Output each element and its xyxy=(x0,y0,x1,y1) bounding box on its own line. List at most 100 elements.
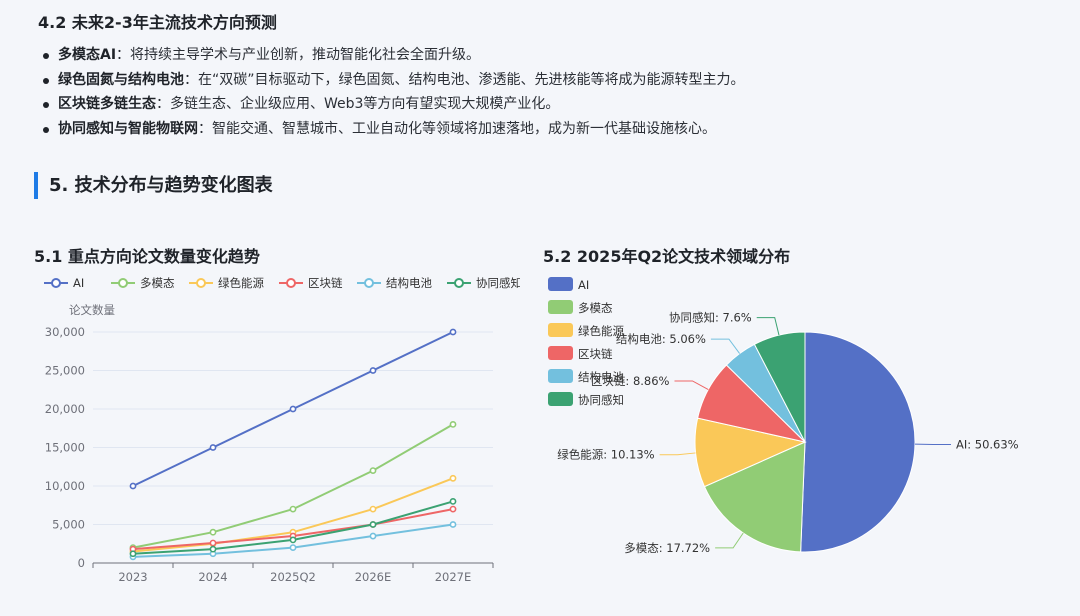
legend-marker xyxy=(51,278,61,288)
data-point xyxy=(209,444,217,451)
legend-label: 协同感知 xyxy=(578,393,624,407)
legend-item: AI xyxy=(44,276,84,290)
line-chart-title: 5.1 重点方向论文数量变化趋势 xyxy=(34,247,260,266)
legend-label: 区块链 xyxy=(308,276,343,290)
forecast-item: 多模态AI：将持续主导学术与产业创新，推动智能化社会全面升级。 xyxy=(40,43,745,68)
data-point xyxy=(449,497,457,505)
data-point xyxy=(209,528,217,536)
pie-chart: AI: 50.63% 多模态: 17.72% 绿色能源: 10.13% 区块链: 8.… xyxy=(548,277,1019,555)
x-tick-label: 2024 xyxy=(198,570,227,584)
pie-data-label: 绿色能源: 10.13% xyxy=(557,448,654,462)
data-point xyxy=(369,505,377,513)
pie-slice-多模态 xyxy=(703,441,806,553)
legend-marker xyxy=(286,278,296,288)
legend-item: 多模态 xyxy=(111,276,175,290)
legend-item: 协同感知 xyxy=(447,276,520,290)
y-tick-label: 20,000 xyxy=(45,402,85,416)
legend-label: 多模态 xyxy=(140,276,175,290)
legend-label: 结构电池 xyxy=(578,370,624,384)
pie-chart-title: 5.2 2025年Q2论文技术领域分布 xyxy=(543,247,791,266)
y-tick-label: 10,000 xyxy=(45,479,85,493)
x-tick-label: 2026E xyxy=(355,570,392,584)
data-point xyxy=(369,367,377,374)
x-tick-label: 2023 xyxy=(118,570,147,584)
y-tick-label: 30,000 xyxy=(45,325,85,339)
data-point xyxy=(449,505,457,513)
legend-label: AI xyxy=(73,276,84,290)
pie-slice-绿色能源 xyxy=(694,417,807,488)
legend-swatch xyxy=(548,346,573,360)
legend-item: 多模态 xyxy=(548,300,613,315)
data-point xyxy=(129,550,137,558)
legend-label: AI xyxy=(578,278,589,292)
forecast-item: 区块链多链生态：多链生态、企业级应用、Web3等方向有望实现大规模产业化。 xyxy=(40,92,745,117)
legend-marker xyxy=(454,278,464,288)
legend-label: 绿色能源 xyxy=(218,276,264,290)
forecast-item-text: ：智能交通、智慧城市、工业自动化等领域将加速落地，成为新一代基础设施核心。 xyxy=(198,120,716,137)
legend-swatch xyxy=(548,277,573,291)
section-5-title: 5. 技术分布与趋势变化图表 xyxy=(34,172,273,199)
forecast-item-title: 绿色固氮与结构电池 xyxy=(58,71,184,88)
data-point xyxy=(369,521,377,528)
y-tick-label: 15,000 xyxy=(45,441,85,455)
y-axis-label: 论文数量 xyxy=(69,303,115,317)
legend-item: 区块链 xyxy=(548,346,613,361)
legend-marker xyxy=(196,278,206,288)
legend-label: 多模态 xyxy=(578,301,613,315)
forecast-item: 协同感知与智能物联网：智能交通、智慧城市、工业自动化等领域将加速落地，成为新一代… xyxy=(40,117,745,142)
legend-item: 绿色能源 xyxy=(189,276,264,290)
pie-leader-line xyxy=(659,452,696,456)
pie-data-label: 结构电池: 5.06% xyxy=(616,332,706,346)
y-tick-label: 0 xyxy=(78,556,85,570)
legend-swatch xyxy=(548,392,573,406)
data-point xyxy=(369,467,377,474)
forecast-item: 绿色固氮与结构电池：在“双碳”目标驱动下，绿色固氮、结构电池、渗透能、先进核能等… xyxy=(40,68,745,93)
data-point xyxy=(209,545,217,553)
pie-slice-AI xyxy=(800,331,916,553)
pie-data-label: 区块链: 8.86% xyxy=(591,374,670,388)
pie-data-label: AI: 50.63% xyxy=(956,438,1019,452)
data-point xyxy=(289,536,297,544)
forecast-item-text: ：多链生态、企业级应用、Web3等方向有望实现大规模产业化。 xyxy=(156,96,560,112)
data-point xyxy=(129,482,137,490)
data-point xyxy=(449,328,457,336)
legend-label: 区块链 xyxy=(578,347,613,361)
section-4-2-title: 4.2 未来2-3年主流技术方向预测 xyxy=(38,13,277,32)
data-point xyxy=(369,532,377,540)
y-tick-label: 5,000 xyxy=(52,518,85,532)
data-point xyxy=(449,521,457,528)
legend-label: 绿色能源 xyxy=(578,324,624,338)
data-point xyxy=(289,405,297,413)
legend-marker xyxy=(364,278,374,288)
legend-swatch xyxy=(548,369,573,383)
legend-label: 结构电池 xyxy=(386,276,432,290)
data-point xyxy=(449,474,457,482)
legend-item: 协同感知 xyxy=(548,392,624,407)
pie-leader-line xyxy=(674,380,709,390)
x-tick-label: 2027E xyxy=(435,570,472,584)
pie-leader-line xyxy=(756,317,780,336)
forecast-item-text: ：在“双碳”目标驱动下，绿色固氮、结构电池、渗透能、先进核能等将成为能源转型主力… xyxy=(184,71,745,88)
pie-slice-协同感知 xyxy=(753,331,806,443)
legend-marker xyxy=(118,278,128,288)
pie-leader-line xyxy=(710,338,741,354)
forecast-item-title: 协同感知与智能物联网 xyxy=(58,120,198,137)
legend-item: 结构电池 xyxy=(548,369,624,384)
data-point xyxy=(209,539,217,547)
legend-swatch xyxy=(548,300,573,314)
legend-item: 绿色能源 xyxy=(548,323,624,338)
legend-swatch xyxy=(548,323,573,337)
pie-leader-line xyxy=(715,532,744,549)
data-point xyxy=(289,544,297,551)
x-tick-label: 2025Q2 xyxy=(270,570,316,584)
legend-item: AI xyxy=(548,277,589,292)
y-tick-label: 25,000 xyxy=(45,364,85,378)
data-point xyxy=(289,505,297,513)
forecast-item-title: 区块链多链生态 xyxy=(58,96,156,112)
forecast-list: 多模态AI：将持续主导学术与产业创新，推动智能化社会全面升级。 绿色固氮与结构电… xyxy=(40,43,745,141)
forecast-item-title: 多模态AI xyxy=(58,47,117,63)
legend-item: 结构电池 xyxy=(357,276,432,290)
pie-data-label: 协同感知: 7.6% xyxy=(669,311,752,325)
legend-label: 协同感知 xyxy=(476,276,520,290)
